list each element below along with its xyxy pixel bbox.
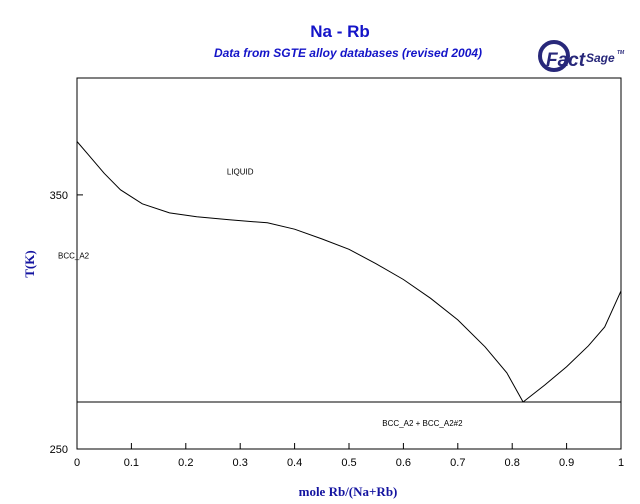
y-tick-label: 250: [50, 444, 68, 456]
x-tick-label: 0.5: [341, 457, 356, 469]
logo-mark: TM: [617, 50, 625, 56]
factsage-logo: Fact Sage TM: [538, 40, 625, 72]
x-axis-ticks: 0 0.1 0.2 0.3 0.4 0.5 0.6 0.7 0.8 0.9 1: [74, 443, 624, 469]
x-tick-label: 0.2: [178, 457, 193, 469]
phase-boundary-1: [522, 290, 622, 403]
region-label: LIQUID: [227, 168, 254, 177]
x-tick-label: 0.3: [233, 457, 248, 469]
phase-region-labels: LIQUID BCC_A2 BCC_A2 + BCC_A2#2: [58, 168, 463, 429]
logo-brand-first: Fact: [546, 50, 586, 71]
x-tick-label: 0.9: [559, 457, 574, 469]
x-tick-label: 0.4: [287, 457, 302, 469]
x-tick-label: 0: [74, 457, 80, 469]
y-axis-ticks: 250 350: [50, 190, 83, 456]
x-tick-label: 0.1: [124, 457, 139, 469]
factsage-logo-ring: [538, 40, 570, 72]
region-label: BCC_A2: [58, 251, 90, 260]
chart-subtitle: Data from SGTE alloy databases (revised …: [214, 46, 482, 60]
x-tick-label: 1: [618, 457, 624, 469]
chart-title: Na - Rb: [310, 22, 370, 41]
y-tick-label: 350: [50, 190, 68, 202]
y-axis-label: T(K): [22, 250, 37, 277]
x-tick-label: 0.8: [505, 457, 520, 469]
logo-brand-second: Sage: [586, 51, 615, 65]
region-label: BCC_A2 + BCC_A2#2: [382, 419, 463, 428]
phase-boundary-0: [76, 141, 524, 403]
x-axis-label: mole Rb/(Na+Rb): [299, 484, 398, 499]
x-tick-label: 0.7: [450, 457, 465, 469]
phase-boundaries: [76, 141, 622, 449]
plot-frame: [76, 77, 622, 450]
x-tick-label: 0.6: [396, 457, 411, 469]
